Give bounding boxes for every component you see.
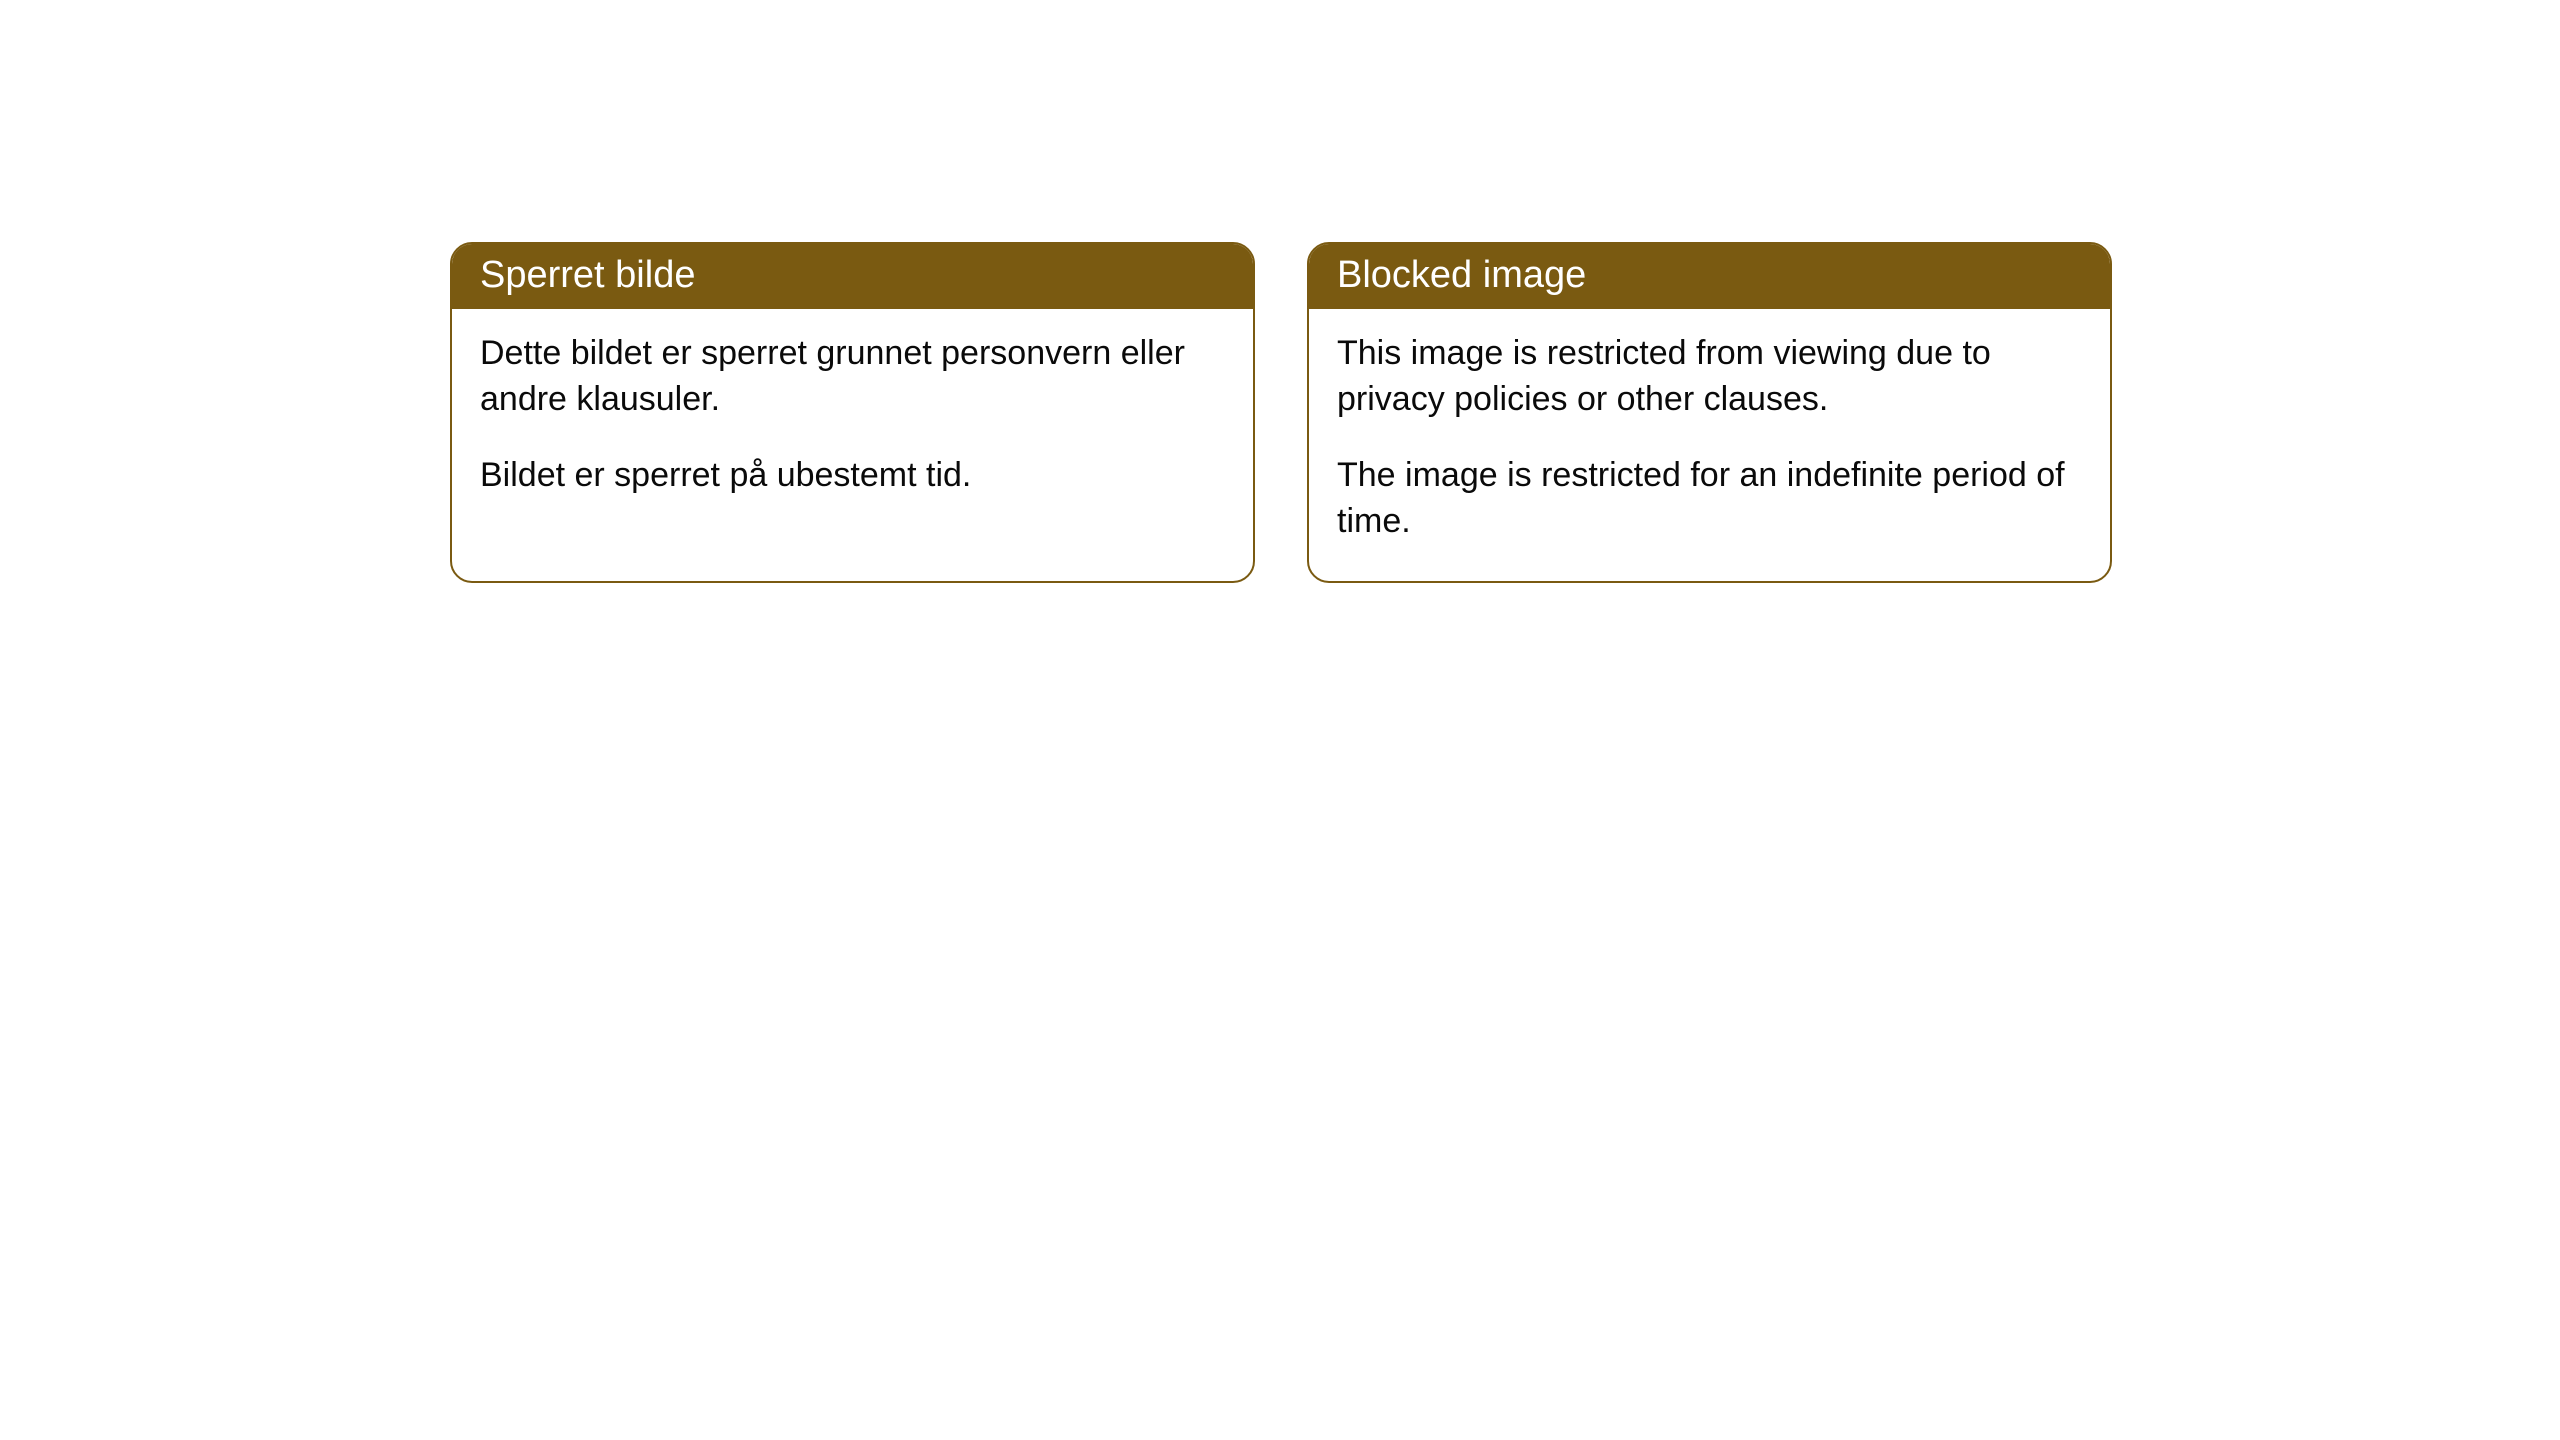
blocked-image-card-no: Sperret bilde Dette bildet er sperret gr… [450,242,1255,583]
card-body: Dette bildet er sperret grunnet personve… [452,309,1253,535]
card-paragraph: The image is restricted for an indefinit… [1337,453,2082,545]
card-body: This image is restricted from viewing du… [1309,309,2110,581]
card-paragraph: Bildet er sperret på ubestemt tid. [480,453,1225,499]
card-header: Sperret bilde [452,244,1253,309]
notice-container: Sperret bilde Dette bildet er sperret gr… [0,0,2560,583]
card-header: Blocked image [1309,244,2110,309]
blocked-image-card-en: Blocked image This image is restricted f… [1307,242,2112,583]
card-paragraph: Dette bildet er sperret grunnet personve… [480,331,1225,423]
card-paragraph: This image is restricted from viewing du… [1337,331,2082,423]
